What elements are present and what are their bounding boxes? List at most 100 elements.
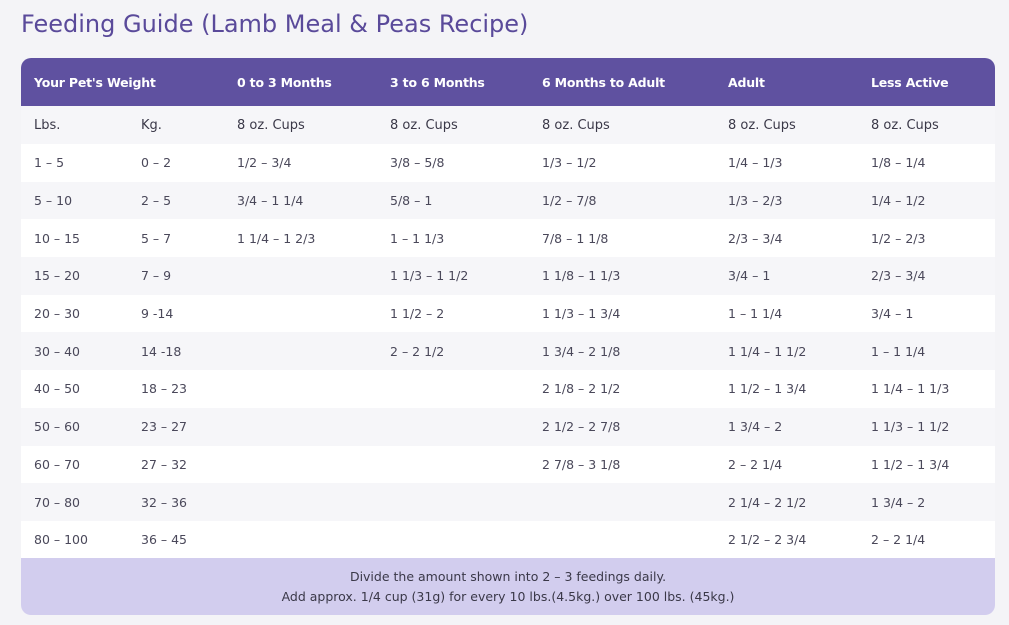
cell-3-to-6-months: 3/8 – 5/8 xyxy=(377,144,530,182)
cell-lbs: 15 – 20 xyxy=(21,257,128,295)
cell-less-active: 1/4 – 1/2 xyxy=(858,181,995,220)
cell-less-active: 3/4 – 1 xyxy=(858,294,995,333)
cell-adult: 2 1/2 – 2 3/4 xyxy=(715,520,859,559)
cell-adult: 2 – 2 1/4 xyxy=(715,445,859,484)
cell-adult: 1 – 1 1/4 xyxy=(715,294,859,333)
header-pet-weight: Your Pet's Weight xyxy=(21,58,225,106)
cell-0-to-3-months xyxy=(224,332,378,371)
cell-less-active: 1/2 – 2/3 xyxy=(858,219,995,258)
cell-0-to-3-months xyxy=(224,370,378,408)
cell-kg: 7 – 9 xyxy=(128,257,225,295)
cell-3-to-6-months: 1 1/2 – 2 xyxy=(377,294,530,333)
cell-6-months-to-adult: 1/3 – 1/2 xyxy=(529,144,716,182)
cell-kg: 14 -18 xyxy=(128,332,225,371)
cell-kg: 5 – 7 xyxy=(128,219,225,258)
feeding-note: Divide the amount shown into 2 – 3 feedi… xyxy=(21,558,995,615)
cell-6-months-to-adult: 7/8 – 1 1/8 xyxy=(529,219,716,258)
header-6-months-to-adult: 6 Months to Adult xyxy=(529,58,716,106)
cell-less-active: 1/8 – 1/4 xyxy=(858,144,995,182)
cell-kg: 18 – 23 xyxy=(128,370,225,408)
cell-0-to-3-months xyxy=(224,445,378,484)
cell-6-months-to-adult: 2 1/8 – 2 1/2 xyxy=(529,370,716,408)
cell-3-to-6-months xyxy=(377,407,530,446)
unit-cups: 8 oz. Cups xyxy=(715,106,859,144)
cell-adult: 1/4 – 1/3 xyxy=(715,144,859,182)
cell-adult: 1/3 – 2/3 xyxy=(715,181,859,220)
cell-lbs: 10 – 15 xyxy=(21,219,128,258)
header-3-to-6-months: 3 to 6 Months xyxy=(377,58,530,106)
cell-kg: 9 -14 xyxy=(128,294,225,333)
cell-3-to-6-months xyxy=(377,370,530,408)
cell-6-months-to-adult: 2 7/8 – 3 1/8 xyxy=(529,445,716,484)
unit-cups: 8 oz. Cups xyxy=(529,106,716,144)
cell-kg: 27 – 32 xyxy=(128,445,225,484)
table-row: 40 – 50 18 – 23 2 1/8 – 2 1/2 1 1/2 – 1 3/4… xyxy=(21,370,995,408)
cell-0-to-3-months xyxy=(224,520,378,559)
cell-less-active: 2 – 2 1/4 xyxy=(858,520,995,559)
unit-cups: 8 oz. Cups xyxy=(224,106,378,144)
cell-0-to-3-months: 1/2 – 3/4 xyxy=(224,144,378,182)
cell-lbs: 70 – 80 xyxy=(21,483,128,521)
cell-adult: 2 1/4 – 2 1/2 xyxy=(715,483,859,521)
cell-lbs: 30 – 40 xyxy=(21,332,128,371)
cell-lbs: 60 – 70 xyxy=(21,445,128,484)
table-row: 60 – 70 27 – 32 2 7/8 – 3 1/8 2 – 2 1/4 1 1/… xyxy=(21,445,995,484)
header-adult: Adult xyxy=(715,58,859,106)
cell-6-months-to-adult xyxy=(529,483,716,521)
cell-lbs: 20 – 30 xyxy=(21,294,128,333)
cell-less-active: 1 1/4 – 1 1/3 xyxy=(858,370,995,408)
cell-kg: 32 – 36 xyxy=(128,483,225,521)
cell-less-active: 1 1/2 – 1 3/4 xyxy=(858,445,995,484)
table-row: 15 – 20 7 – 9 1 1/3 – 1 1/2 1 1/8 – 1 1/3 3/… xyxy=(21,257,995,295)
cell-3-to-6-months xyxy=(377,445,530,484)
cell-3-to-6-months: 2 – 2 1/2 xyxy=(377,332,530,371)
cell-adult: 1 1/2 – 1 3/4 xyxy=(715,370,859,408)
cell-3-to-6-months: 5/8 – 1 xyxy=(377,181,530,220)
cell-3-to-6-months: 1 1/3 – 1 1/2 xyxy=(377,257,530,295)
cell-lbs: 5 – 10 xyxy=(21,181,128,220)
cell-kg: 23 – 27 xyxy=(128,407,225,446)
cell-0-to-3-months: 3/4 – 1 1/4 xyxy=(224,181,378,220)
cell-lbs: 50 – 60 xyxy=(21,407,128,446)
feeding-guide-table: Your Pet's Weight 0 to 3 Months 3 to 6 M… xyxy=(21,58,995,559)
cell-0-to-3-months xyxy=(224,257,378,295)
unit-cups: 8 oz. Cups xyxy=(858,106,995,144)
unit-cups: 8 oz. Cups xyxy=(377,106,530,144)
unit-kg: Kg. xyxy=(128,106,225,144)
cell-3-to-6-months: 1 – 1 1/3 xyxy=(377,219,530,258)
units-row: Lbs. Kg. 8 oz. Cups 8 oz. Cups 8 oz. Cup… xyxy=(21,106,995,144)
table-row: 80 – 100 36 – 45 2 1/2 – 2 3/4 2 – 2 1/4 xyxy=(21,520,995,559)
cell-kg: 36 – 45 xyxy=(128,520,225,559)
cell-lbs: 1 – 5 xyxy=(21,144,128,182)
header-less-active: Less Active xyxy=(858,58,995,106)
cell-less-active: 1 – 1 1/4 xyxy=(858,332,995,371)
cell-adult: 1 1/4 – 1 1/2 xyxy=(715,332,859,371)
cell-6-months-to-adult: 1 3/4 – 2 1/8 xyxy=(529,332,716,371)
cell-6-months-to-adult: 1 1/3 – 1 3/4 xyxy=(529,294,716,333)
cell-lbs: 80 – 100 xyxy=(21,520,128,559)
note-line-1: Divide the amount shown into 2 – 3 feedi… xyxy=(349,569,667,584)
cell-less-active: 2/3 – 3/4 xyxy=(858,257,995,295)
note-line-2: Add approx. 1/4 cup (31g) for every 10 l… xyxy=(281,589,735,604)
unit-lbs: Lbs. xyxy=(21,106,128,144)
cell-kg: 2 – 5 xyxy=(128,181,225,220)
cell-adult: 1 3/4 – 2 xyxy=(715,407,859,446)
header-0-to-3-months: 0 to 3 Months xyxy=(224,58,378,106)
cell-0-to-3-months: 1 1/4 – 1 2/3 xyxy=(224,219,378,258)
page-title: Feeding Guide (Lamb Meal & Peas Recipe) xyxy=(21,10,529,38)
cell-3-to-6-months xyxy=(377,483,530,521)
feeding-guide-card: Your Pet's Weight 0 to 3 Months 3 to 6 M… xyxy=(21,58,995,615)
cell-0-to-3-months xyxy=(224,483,378,521)
cell-less-active: 1 3/4 – 2 xyxy=(858,483,995,521)
table-row: 70 – 80 32 – 36 2 1/4 – 2 1/2 1 3/4 – 2 xyxy=(21,483,995,521)
cell-0-to-3-months xyxy=(224,407,378,446)
cell-adult: 2/3 – 3/4 xyxy=(715,219,859,258)
cell-6-months-to-adult: 1/2 – 7/8 xyxy=(529,181,716,220)
cell-6-months-to-adult: 2 1/2 – 2 7/8 xyxy=(529,407,716,446)
